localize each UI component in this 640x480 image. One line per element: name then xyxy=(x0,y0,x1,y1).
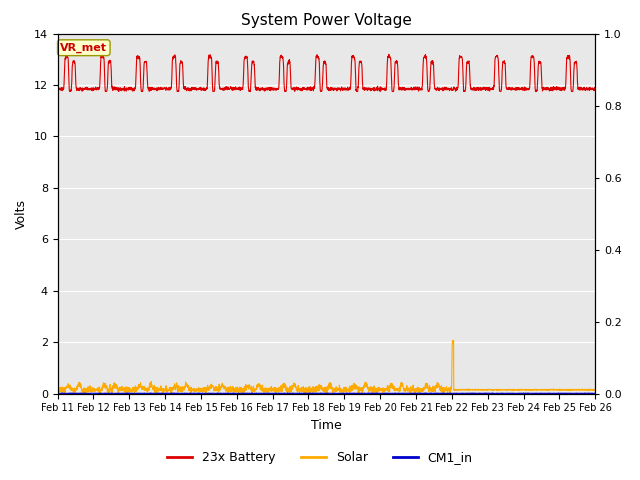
Solar xyxy=(60,391,68,396)
Y-axis label: Volts: Volts xyxy=(15,199,28,228)
Solar xyxy=(449,337,456,343)
Solar xyxy=(147,383,155,388)
Text: VR_met: VR_met xyxy=(60,43,108,53)
CM1_in xyxy=(54,391,61,396)
Solar xyxy=(115,385,123,391)
Line: 23x Battery: 23x Battery xyxy=(58,54,595,92)
23x Battery xyxy=(591,85,599,91)
X-axis label: Time: Time xyxy=(311,419,342,432)
Solar xyxy=(260,386,268,392)
CM1_in xyxy=(147,391,155,396)
23x Battery xyxy=(524,86,531,92)
CM1_in xyxy=(591,390,599,396)
CM1_in xyxy=(260,391,268,396)
Line: CM1_in: CM1_in xyxy=(58,393,595,394)
23x Battery xyxy=(115,86,123,92)
CM1_in xyxy=(523,390,531,396)
Solar xyxy=(524,387,531,393)
CM1_in xyxy=(115,390,123,396)
CM1_in xyxy=(284,390,291,396)
Solar xyxy=(54,388,61,394)
23x Battery xyxy=(66,89,74,95)
23x Battery xyxy=(147,84,155,90)
CM1_in xyxy=(555,390,563,396)
23x Battery xyxy=(581,87,589,93)
23x Battery xyxy=(385,51,393,57)
23x Battery xyxy=(54,84,61,90)
CM1_in xyxy=(581,391,589,396)
Solar xyxy=(284,390,291,396)
CM1_in xyxy=(154,391,162,396)
Solar xyxy=(581,387,589,393)
Solar xyxy=(591,387,599,393)
23x Battery xyxy=(260,87,268,93)
Title: System Power Voltage: System Power Voltage xyxy=(241,13,412,28)
Line: Solar: Solar xyxy=(58,340,595,394)
Legend: 23x Battery, Solar, CM1_in: 23x Battery, Solar, CM1_in xyxy=(163,446,477,469)
23x Battery xyxy=(284,64,291,70)
